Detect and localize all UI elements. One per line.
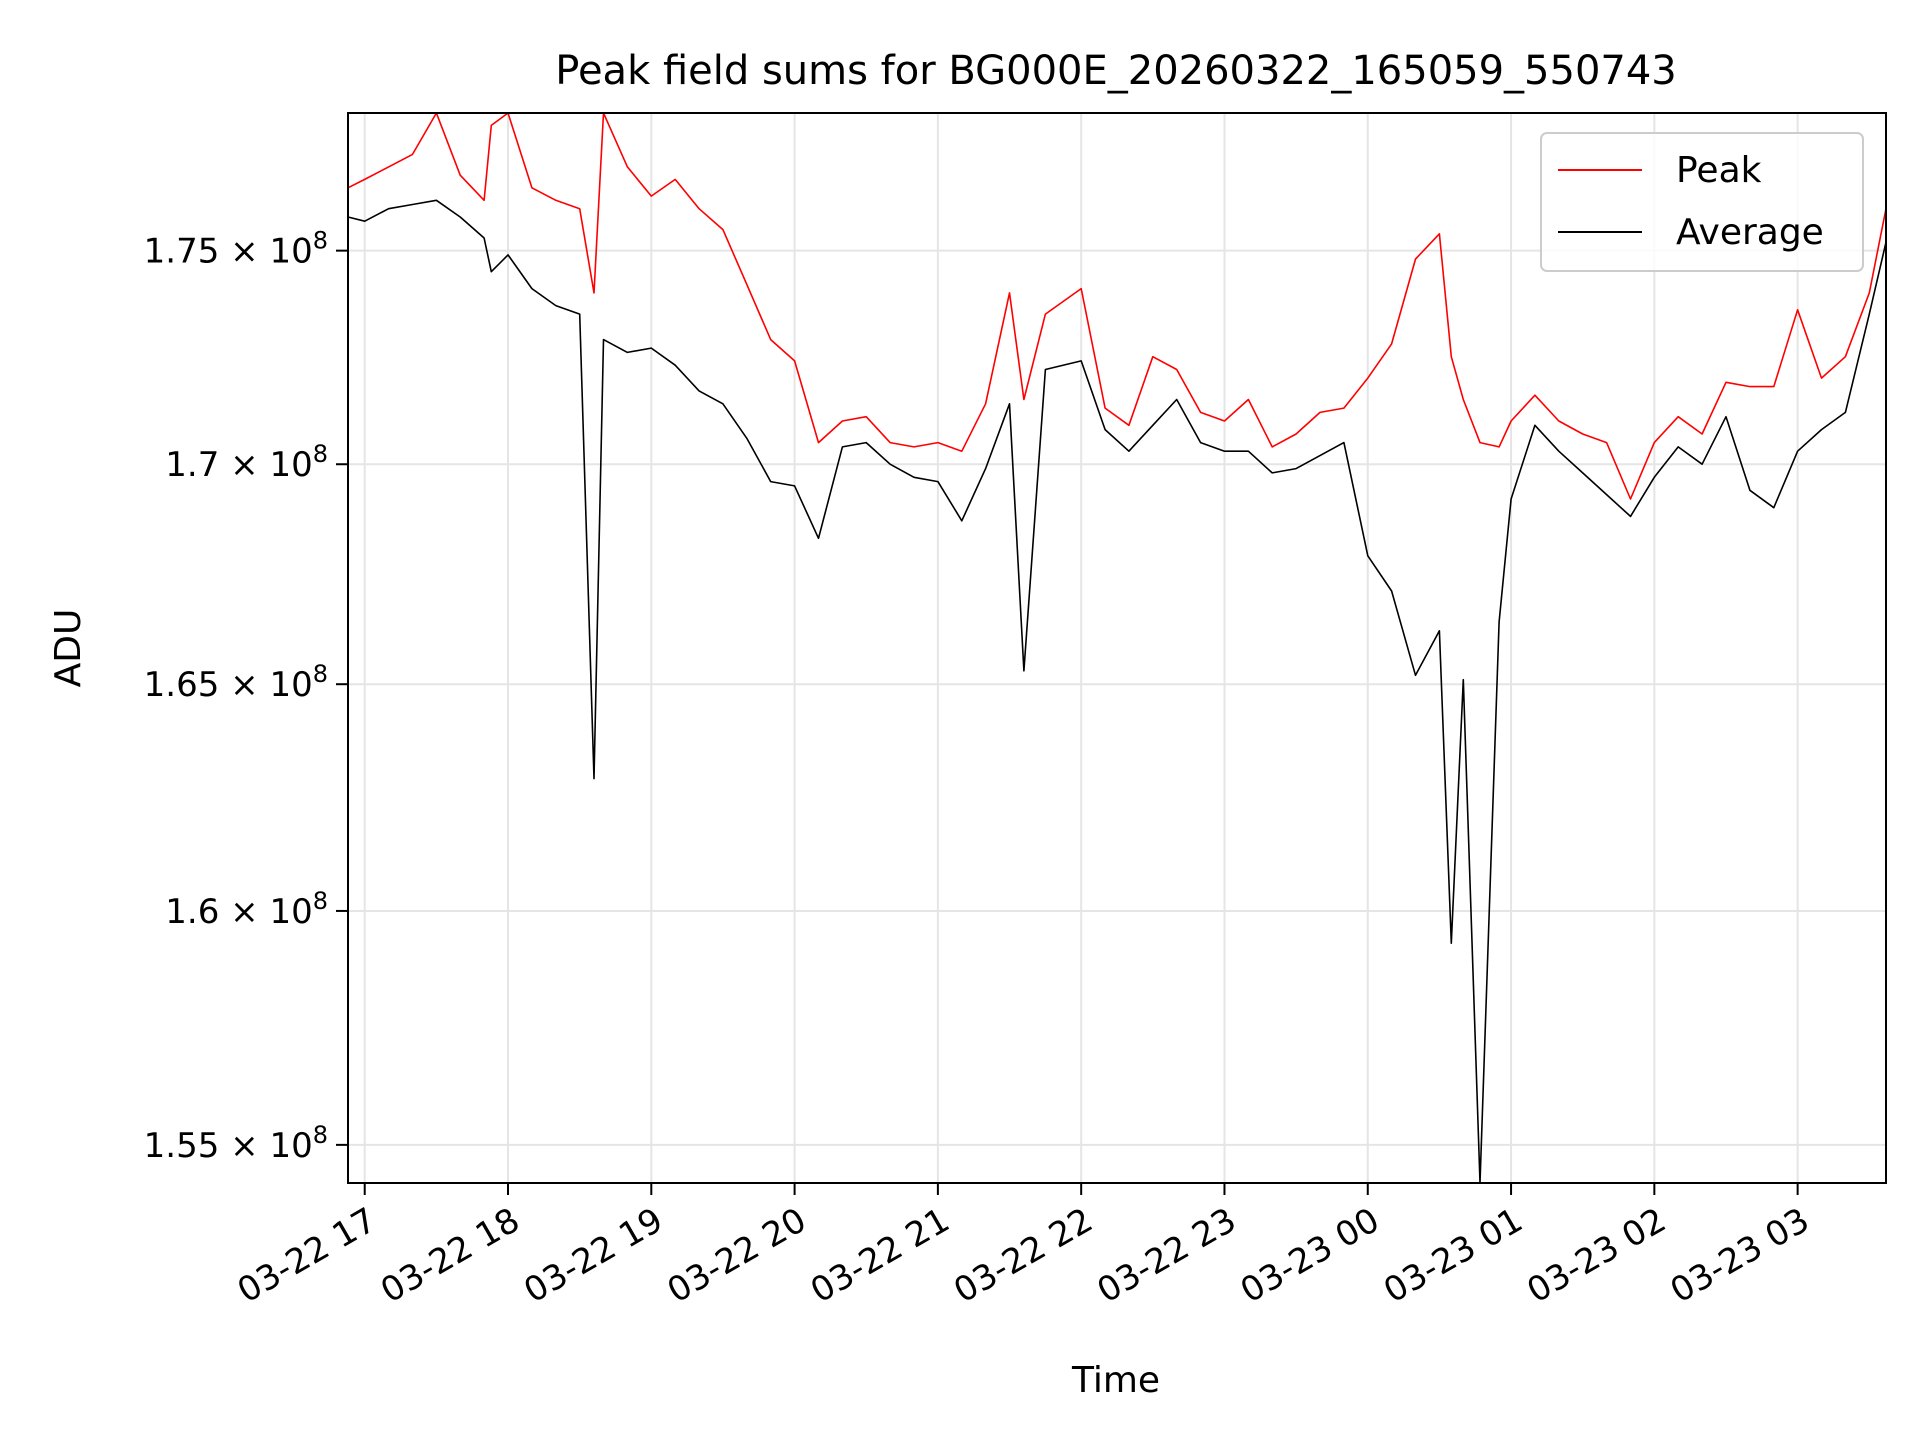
y-tick-times: ×: [219, 665, 269, 705]
series-line-peak: [347, 112, 1887, 500]
y-axis-label: ADU: [48, 609, 89, 688]
y-tick-times: ×: [219, 892, 269, 932]
y-tick-mantissa: 1.75: [144, 232, 220, 272]
legend: Peak Average: [1540, 132, 1864, 272]
y-tick-base: 10: [269, 1126, 312, 1166]
y-tick-times: ×: [219, 232, 269, 272]
x-axis-label: Time: [1071, 1360, 1160, 1401]
y-tick-label: 1.65 × 108: [144, 660, 328, 705]
y-tick-label: 1.75 × 108: [144, 227, 328, 272]
legend-box: [1540, 132, 1864, 272]
legend-label-peak: Peak: [1676, 150, 1762, 191]
y-tick-base: 10: [269, 665, 312, 705]
y-tick-mantissa: 1.6: [165, 892, 219, 932]
y-tick-mantissa: 1.55: [144, 1126, 220, 1166]
y-tick-base: 10: [269, 232, 312, 272]
y-tick-times: ×: [219, 445, 269, 485]
plot-area: [348, 113, 1886, 1183]
y-tick-base: 10: [269, 445, 312, 485]
series-line-average: [347, 199, 1887, 1184]
y-tick-label: 1.55 × 108: [144, 1121, 328, 1166]
y-tick-exponent: 8: [313, 660, 328, 688]
y-tick-base: 10: [269, 892, 312, 932]
legend-label-average: Average: [1676, 212, 1824, 253]
series-lines: [347, 112, 1887, 1184]
y-tick-mantissa: 1.7: [165, 445, 219, 485]
y-tick-exponent: 8: [313, 440, 328, 468]
y-tick-label: 1.7 × 108: [165, 440, 328, 485]
y-tick-times: ×: [219, 1126, 269, 1166]
chart-title: Peak field sums for BG000E_20260322_1650…: [555, 48, 1676, 94]
plot-frame: [347, 112, 1887, 1184]
y-tick-label: 1.6 × 108: [165, 887, 328, 932]
y-tick-exponent: 8: [313, 227, 328, 255]
y-tick-mantissa: 1.65: [144, 665, 220, 705]
y-tick-exponent: 8: [313, 1121, 328, 1149]
y-tick-exponent: 8: [313, 887, 328, 915]
